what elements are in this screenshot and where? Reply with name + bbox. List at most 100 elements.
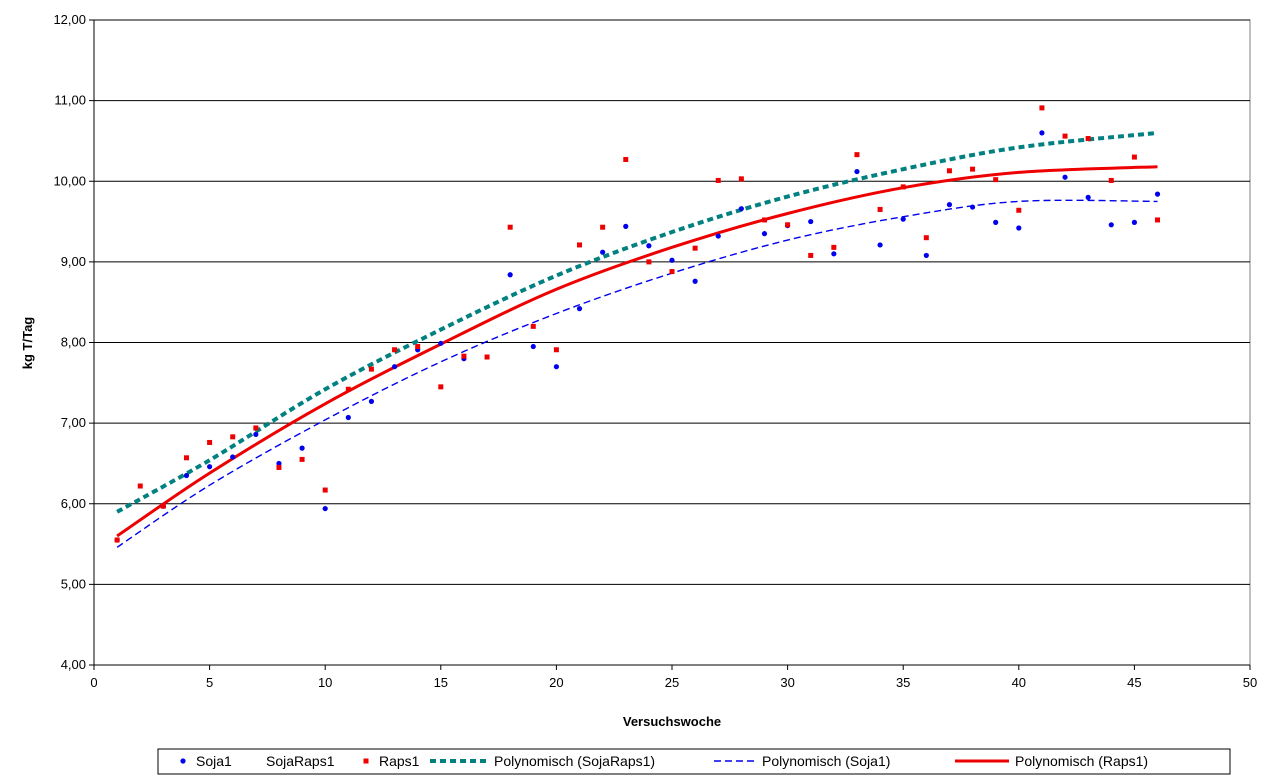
data-point	[345, 386, 351, 392]
data-point	[207, 464, 213, 470]
data-point	[969, 204, 976, 210]
data-point	[276, 464, 282, 470]
legend-label: Polynomisch (Raps1)	[1015, 753, 1148, 769]
data-point	[322, 505, 328, 512]
x-tick-label: 40	[1012, 675, 1026, 690]
legend-box	[157, 748, 1231, 775]
data-point	[600, 249, 606, 255]
legend-marker	[180, 758, 186, 764]
data-point	[808, 252, 814, 258]
data-point	[831, 251, 837, 257]
data-point	[1131, 219, 1137, 225]
data-point	[207, 439, 213, 445]
legend-item: Soja1	[180, 753, 232, 769]
x-tick-label: 30	[780, 675, 794, 690]
data-point	[738, 176, 744, 182]
data-point	[646, 259, 652, 265]
data-point	[276, 460, 282, 467]
data-point	[1039, 105, 1045, 111]
data-point	[831, 244, 837, 250]
data-point	[1085, 136, 1091, 142]
data-point	[392, 347, 398, 353]
data-point	[854, 168, 860, 175]
data-point	[946, 202, 953, 208]
data-point	[230, 454, 236, 460]
data-point	[761, 231, 768, 237]
data-point	[808, 218, 814, 225]
data-point	[1108, 177, 1114, 183]
data-point	[1131, 154, 1137, 160]
data-point	[877, 206, 883, 212]
y-tick-label: 5,00	[61, 576, 86, 591]
x-tick-label: 5	[206, 675, 213, 690]
data-point	[345, 414, 351, 421]
data-point	[692, 278, 698, 284]
data-point	[507, 272, 513, 278]
y-tick-label: 11,00	[54, 93, 86, 108]
data-point	[993, 177, 999, 183]
legend-item: Polynomisch (Soja1)	[714, 753, 890, 769]
legend-label: Soja1	[196, 753, 232, 769]
data-point	[900, 184, 906, 190]
y-tick-label: 9,00	[61, 254, 86, 269]
x-axis-title: Versuchswoche	[623, 714, 721, 729]
data-point	[253, 431, 259, 438]
y-tick-labels: 4,00 5,00 6,00 7,00 8,00 9,00 10,00 11,00 12,00	[53, 12, 86, 672]
data-point	[577, 242, 583, 248]
legend-marker	[363, 758, 369, 764]
trend-line-polynomisch-raps1	[116, 165, 1158, 538]
legend-label: Polynomisch (Soja1)	[762, 753, 890, 769]
series-raps1	[114, 105, 1161, 543]
x-tick-label: 0	[90, 675, 97, 690]
data-point	[507, 224, 513, 230]
legend-item: Raps1	[363, 753, 420, 769]
data-point	[993, 219, 999, 225]
legend-label: Polynomisch (SojaRaps1)	[494, 753, 655, 769]
data-point	[253, 425, 259, 431]
data-point	[785, 222, 791, 228]
data-point	[1155, 217, 1161, 223]
series-layer	[114, 105, 1161, 548]
x-tick-label: 35	[896, 675, 910, 690]
data-point	[1062, 174, 1068, 180]
data-point	[715, 233, 721, 239]
x-tick-label: 15	[434, 675, 448, 690]
data-point	[692, 245, 698, 251]
data-point	[1039, 130, 1045, 136]
data-point	[114, 537, 120, 543]
x-tick-label: 25	[665, 675, 679, 690]
data-point	[461, 353, 467, 359]
data-point	[715, 177, 721, 183]
data-point	[438, 384, 444, 390]
data-point	[415, 344, 421, 350]
data-point	[1016, 207, 1022, 213]
data-point	[183, 455, 189, 461]
data-point	[576, 306, 583, 312]
data-point	[553, 347, 559, 353]
data-point	[1108, 222, 1114, 228]
y-tick-label: 12,00	[53, 12, 86, 27]
data-point	[1085, 194, 1091, 200]
gridlines	[89, 19, 1251, 670]
trend-line-polynomisch-sojaraps1	[116, 130, 1158, 514]
data-point	[299, 456, 305, 462]
data-point	[1016, 225, 1022, 231]
legend-item: Polynomisch (SojaRaps1)	[430, 753, 655, 769]
data-point	[900, 216, 906, 222]
data-point	[553, 364, 560, 370]
data-point	[391, 364, 398, 370]
data-point	[946, 168, 952, 174]
data-point	[299, 445, 305, 451]
x-tick-labels: 0 5 10 15 20 25 30 35 40 45 50	[90, 675, 1257, 690]
data-point	[368, 366, 374, 372]
x-tick-label: 50	[1243, 675, 1257, 690]
y-tick-label: 4,00	[61, 657, 86, 672]
y-tick-label: 8,00	[61, 335, 86, 350]
data-point	[1154, 191, 1161, 197]
data-point	[669, 269, 675, 275]
data-point	[137, 483, 143, 489]
data-point	[761, 217, 767, 223]
data-point	[484, 354, 490, 360]
legend-item: Polynomisch (Raps1)	[955, 753, 1148, 769]
